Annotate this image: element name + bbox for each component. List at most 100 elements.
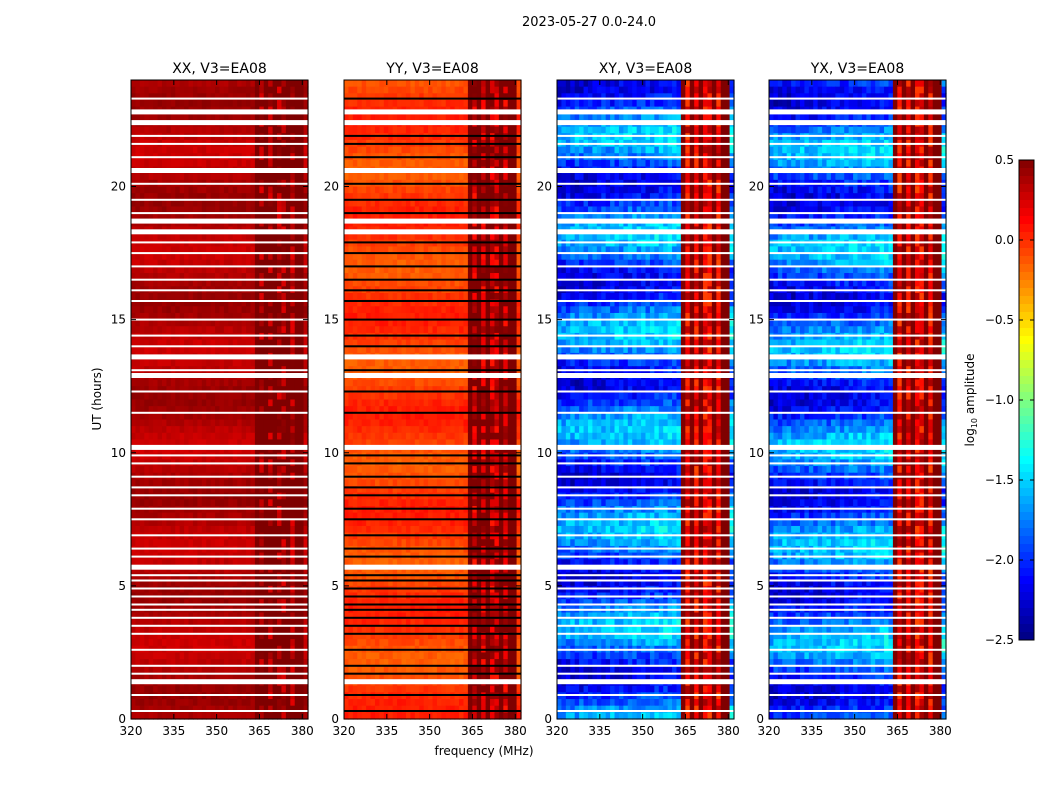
heatmap-cell [161,639,167,647]
heatmap-cell [254,692,260,700]
heatmap-cell [374,113,380,121]
heatmap-cell [188,392,194,401]
heatmap-cell [450,86,456,94]
heatmap-cell [210,672,216,680]
heatmap-cell [184,699,190,707]
heatmap-cell [166,406,172,414]
heatmap-cell [170,186,176,194]
heatmap-cell [428,99,434,108]
heatmap-cell [397,146,403,154]
heatmap-cell [498,99,504,108]
heatmap-cell [268,279,274,287]
heatmap-cell [516,146,522,154]
heatmap-cell [201,639,207,647]
heatmap-cell [281,173,287,181]
heatmap-cell [383,186,389,194]
heatmap-cell [148,246,154,254]
heatmap-cell [215,266,221,274]
heatmap-cell [303,213,309,221]
heatmap-cell [294,539,300,547]
heatmap-cell [170,499,176,507]
heatmap-cell [223,412,229,421]
heatmap-cell [148,213,154,221]
heatmap-cell [139,386,145,394]
heatmap-cell [268,665,274,674]
heatmap-cell [268,379,274,387]
heatmap-cell [485,186,491,194]
heatmap-cell [166,659,172,667]
heatmap-cell [281,379,287,387]
heatmap-cell [303,279,309,287]
heatmap-cell [246,359,252,367]
heatmap-cell [485,246,491,254]
heatmap-cell [139,259,145,267]
heatmap-cell [294,346,300,354]
heatmap-cell [428,126,434,134]
heatmap-cell [175,312,181,321]
heatmap-cell [232,299,238,307]
heatmap-cell [303,479,309,487]
heatmap-cell [184,432,190,441]
heatmap-cell [175,432,181,441]
heatmap-cell [210,246,216,254]
heatmap-cell [157,659,163,667]
heatmap-cell [450,113,456,121]
heatmap-cell [188,399,194,407]
heatmap-cell [383,193,389,201]
heatmap-cell [285,319,291,327]
heatmap-cell [299,599,305,607]
heatmap-cell [299,399,305,407]
heatmap-cell [192,99,198,108]
heatmap-cell [157,346,163,354]
heatmap-cell [219,113,225,121]
heatmap-cell [281,392,287,401]
heatmap-cell [148,253,154,261]
heatmap-cell [436,199,442,208]
heatmap-cell [179,585,185,594]
heatmap-cell [272,113,278,121]
flagged-row [131,411,308,414]
heatmap-cell [263,432,269,441]
heatmap-cell [228,612,234,620]
heatmap-cell [219,399,225,407]
heatmap-cell [285,266,291,274]
heatmap-cell [237,632,243,640]
heatmap-cell [201,619,207,627]
heatmap-cell [250,525,256,534]
heatmap-cell [170,512,176,520]
heatmap-cell [268,512,274,520]
heatmap-cell [161,99,167,108]
heatmap-cell [197,412,203,421]
heatmap-cell [294,665,300,674]
heatmap-cell [290,273,296,281]
heatmap-cell [184,579,190,587]
heatmap-cell [285,359,291,367]
heatmap-cell [232,525,238,534]
heatmap-cell [228,539,234,547]
heatmap-cell [197,492,203,500]
heatmap-cell [250,585,256,594]
heatmap-cell [197,392,203,401]
heatmap-cell [277,619,283,627]
heatmap-cell [179,525,185,534]
heatmap-cell [428,233,434,241]
heatmap-cell [436,206,442,214]
heatmap-cell [285,519,291,527]
heatmap-cell [272,559,278,567]
heatmap-cell [241,99,247,108]
y-tick-label: 10 [111,446,126,460]
heatmap-cell [299,392,305,401]
heatmap-cell [210,632,216,640]
heatmap-cell [250,339,256,347]
heatmap-cell [237,306,243,314]
heatmap-cell [201,692,207,700]
heatmap-cell [259,705,265,713]
heatmap-cell [184,705,190,713]
heatmap-cell [294,579,300,587]
heatmap-cell [215,692,221,700]
heatmap-cell [157,499,163,507]
heatmap-cell [175,665,181,674]
heatmap-cell [459,199,465,208]
heatmap-cell [139,659,145,667]
heatmap-cell [299,625,305,634]
